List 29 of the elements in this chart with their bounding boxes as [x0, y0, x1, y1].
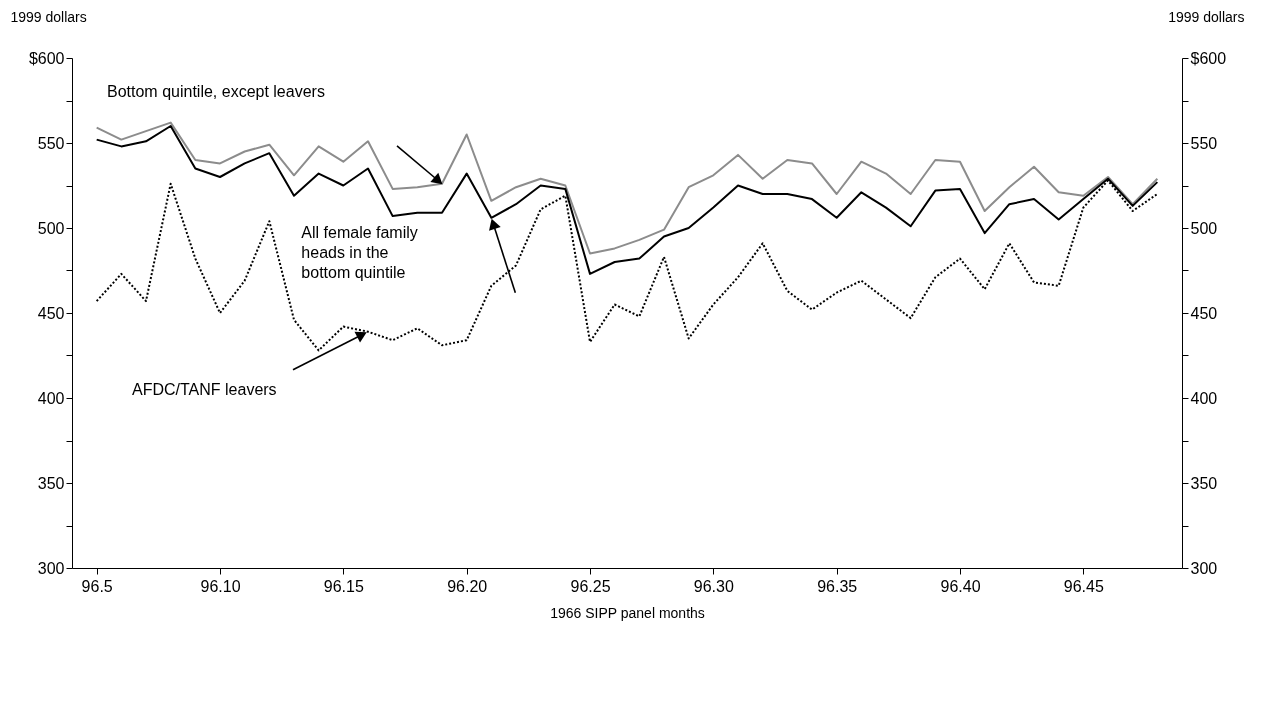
x-axis-title: 1966 SIPP panel months	[550, 604, 705, 621]
y2-tick-label: 550	[1190, 134, 1218, 152]
x-tick-label: 96.30	[693, 577, 734, 595]
x-tick-label: 96.45	[1063, 577, 1104, 595]
text: AFDC/TANF leavers	[132, 380, 277, 398]
series-label: Bottom quintile, except leavers	[107, 82, 325, 100]
y2-tick-label: 350	[1190, 474, 1218, 492]
y2-tick-label: 450	[1190, 304, 1218, 322]
y-tick-label: $600	[28, 49, 65, 67]
y2-tick-label: 400	[1190, 389, 1218, 407]
y2-axis-title: 1999 dollars	[1168, 8, 1245, 25]
x-tick-label: 96.40	[940, 577, 981, 595]
y2-tick-label: $600	[1190, 49, 1227, 67]
x-tick-label: 96.10	[200, 577, 241, 595]
y-tick-label: 450	[37, 304, 65, 322]
y-tick-label: 550	[37, 134, 65, 152]
x-tick-label: 96.25	[570, 577, 611, 595]
y-tick-label: 350	[37, 474, 65, 492]
x-tick-label: 96.15	[323, 577, 364, 595]
y2-tick-label: 300	[1190, 559, 1218, 577]
series-label: All female family heads in the bottom quintile	[301, 223, 418, 281]
y2-tick-label: 500	[1190, 219, 1218, 237]
y-tick-label: 300	[37, 559, 65, 577]
y-tick-label: 500	[37, 219, 65, 237]
x-tick-label: 96.35	[817, 577, 858, 595]
y-axis-title: 1999 dollars	[10, 8, 87, 25]
y-tick-label: 400	[37, 389, 65, 407]
x-tick-label: 96.5	[81, 577, 113, 595]
x-tick-label: 96.20	[447, 577, 488, 595]
